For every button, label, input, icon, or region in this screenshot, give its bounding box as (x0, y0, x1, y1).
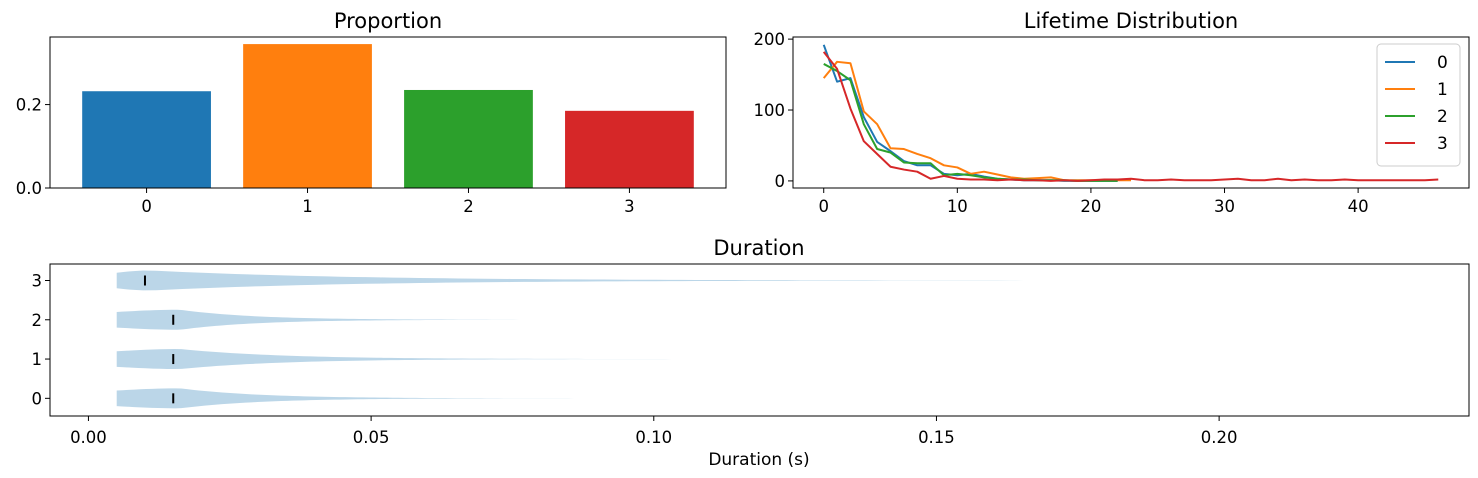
bar-x-tick-label: 2 (463, 197, 474, 216)
bar-y-tick-label: 0.2 (16, 96, 42, 115)
proportion-axes-frame (49, 36, 727, 189)
lifetime-title: Lifetime Distribution (1024, 9, 1238, 33)
bar-marks (82, 44, 694, 189)
proportion-bar-chart: Proportion 0 1 2 3 0.0 0.2 (16, 9, 727, 216)
line-x-tick-label: 10 (947, 197, 968, 216)
legend-label-1: 1 (1437, 80, 1448, 100)
violin-x-ticks: 0.00 0.05 0.10 0.15 0.20 (70, 416, 1237, 447)
violin-body-3 (116, 270, 1169, 291)
proportion-title: Proportion (334, 9, 442, 33)
line-y-tick-label: 100 (754, 101, 786, 120)
series-line-2 (823, 63, 1118, 182)
duration-axes-frame (49, 263, 1470, 417)
lifetime-axes-frame (792, 36, 1470, 189)
lifetime-line-chart: Lifetime Distribution 0 10 20 30 40 0100200 … (754, 9, 1470, 216)
duration-x-axis-label: Duration (s) (708, 450, 809, 470)
series-line-3 (822, 51, 1439, 182)
violin-x-tick-label: 0.00 (70, 428, 107, 447)
line-x-tick-label: 30 (1214, 197, 1235, 216)
line-marks (822, 44, 1439, 182)
line-y-ticks: 0 100 200 (754, 30, 793, 191)
violin-y-tick-label: 0 (32, 389, 43, 408)
duration-title: Duration (713, 236, 804, 260)
bar-y-ticks: 0.0 0.2 (16, 96, 50, 198)
line-y-tick-label: 200 (754, 30, 786, 49)
violin-body-1 (116, 349, 694, 370)
line-x-tick-label: 20 (1080, 197, 1101, 216)
violin-marks (116, 270, 1169, 409)
bar-2 (404, 89, 533, 188)
legend-label-0: 0 (1437, 53, 1448, 73)
bar-x-tick-label: 1 (302, 197, 313, 216)
bar-x-ticks: 0 1 2 3 (141, 188, 635, 216)
line-y-tick-label: 0 (775, 172, 786, 191)
legend-label-2: 2 (1437, 107, 1448, 127)
series-line-0 (822, 44, 1118, 182)
lifetime-legend: 0 1 2 3 (1376, 43, 1461, 167)
line-x-tick-label: 40 (1348, 197, 1369, 216)
line-x-ticks: 0 10 20 30 40 (818, 188, 1369, 216)
bar-3 (565, 110, 694, 188)
violin-x-tick-label: 0.05 (353, 428, 390, 447)
violin-y-tick-label: 2 (32, 311, 43, 330)
violin-x-tick-label: 0.15 (918, 428, 955, 447)
bar-x-tick-label: 0 (141, 197, 152, 216)
bar-0 (82, 91, 211, 188)
duration-violin-chart: Duration 0.00 0.05 0.10 0.15 0.20 0 1 2 3 Durat… (32, 236, 1470, 470)
legend-label-3: 3 (1437, 134, 1448, 154)
violin-y-tick-label: 3 (32, 271, 43, 290)
violin-body-0 (116, 388, 586, 409)
violin-y-ticks: 0 1 2 3 (32, 271, 50, 408)
violin-body-2 (116, 309, 558, 330)
legend-box (1376, 43, 1461, 167)
series-line-1 (822, 60, 1131, 182)
bar-x-tick-label: 3 (624, 197, 635, 216)
line-x-tick-label: 0 (818, 197, 829, 216)
bar-1 (243, 44, 372, 189)
violin-y-tick-label: 1 (32, 350, 43, 369)
violin-x-tick-label: 0.10 (635, 428, 672, 447)
violin-x-tick-label: 0.20 (1201, 428, 1238, 447)
bar-y-tick-label: 0.0 (16, 179, 42, 198)
